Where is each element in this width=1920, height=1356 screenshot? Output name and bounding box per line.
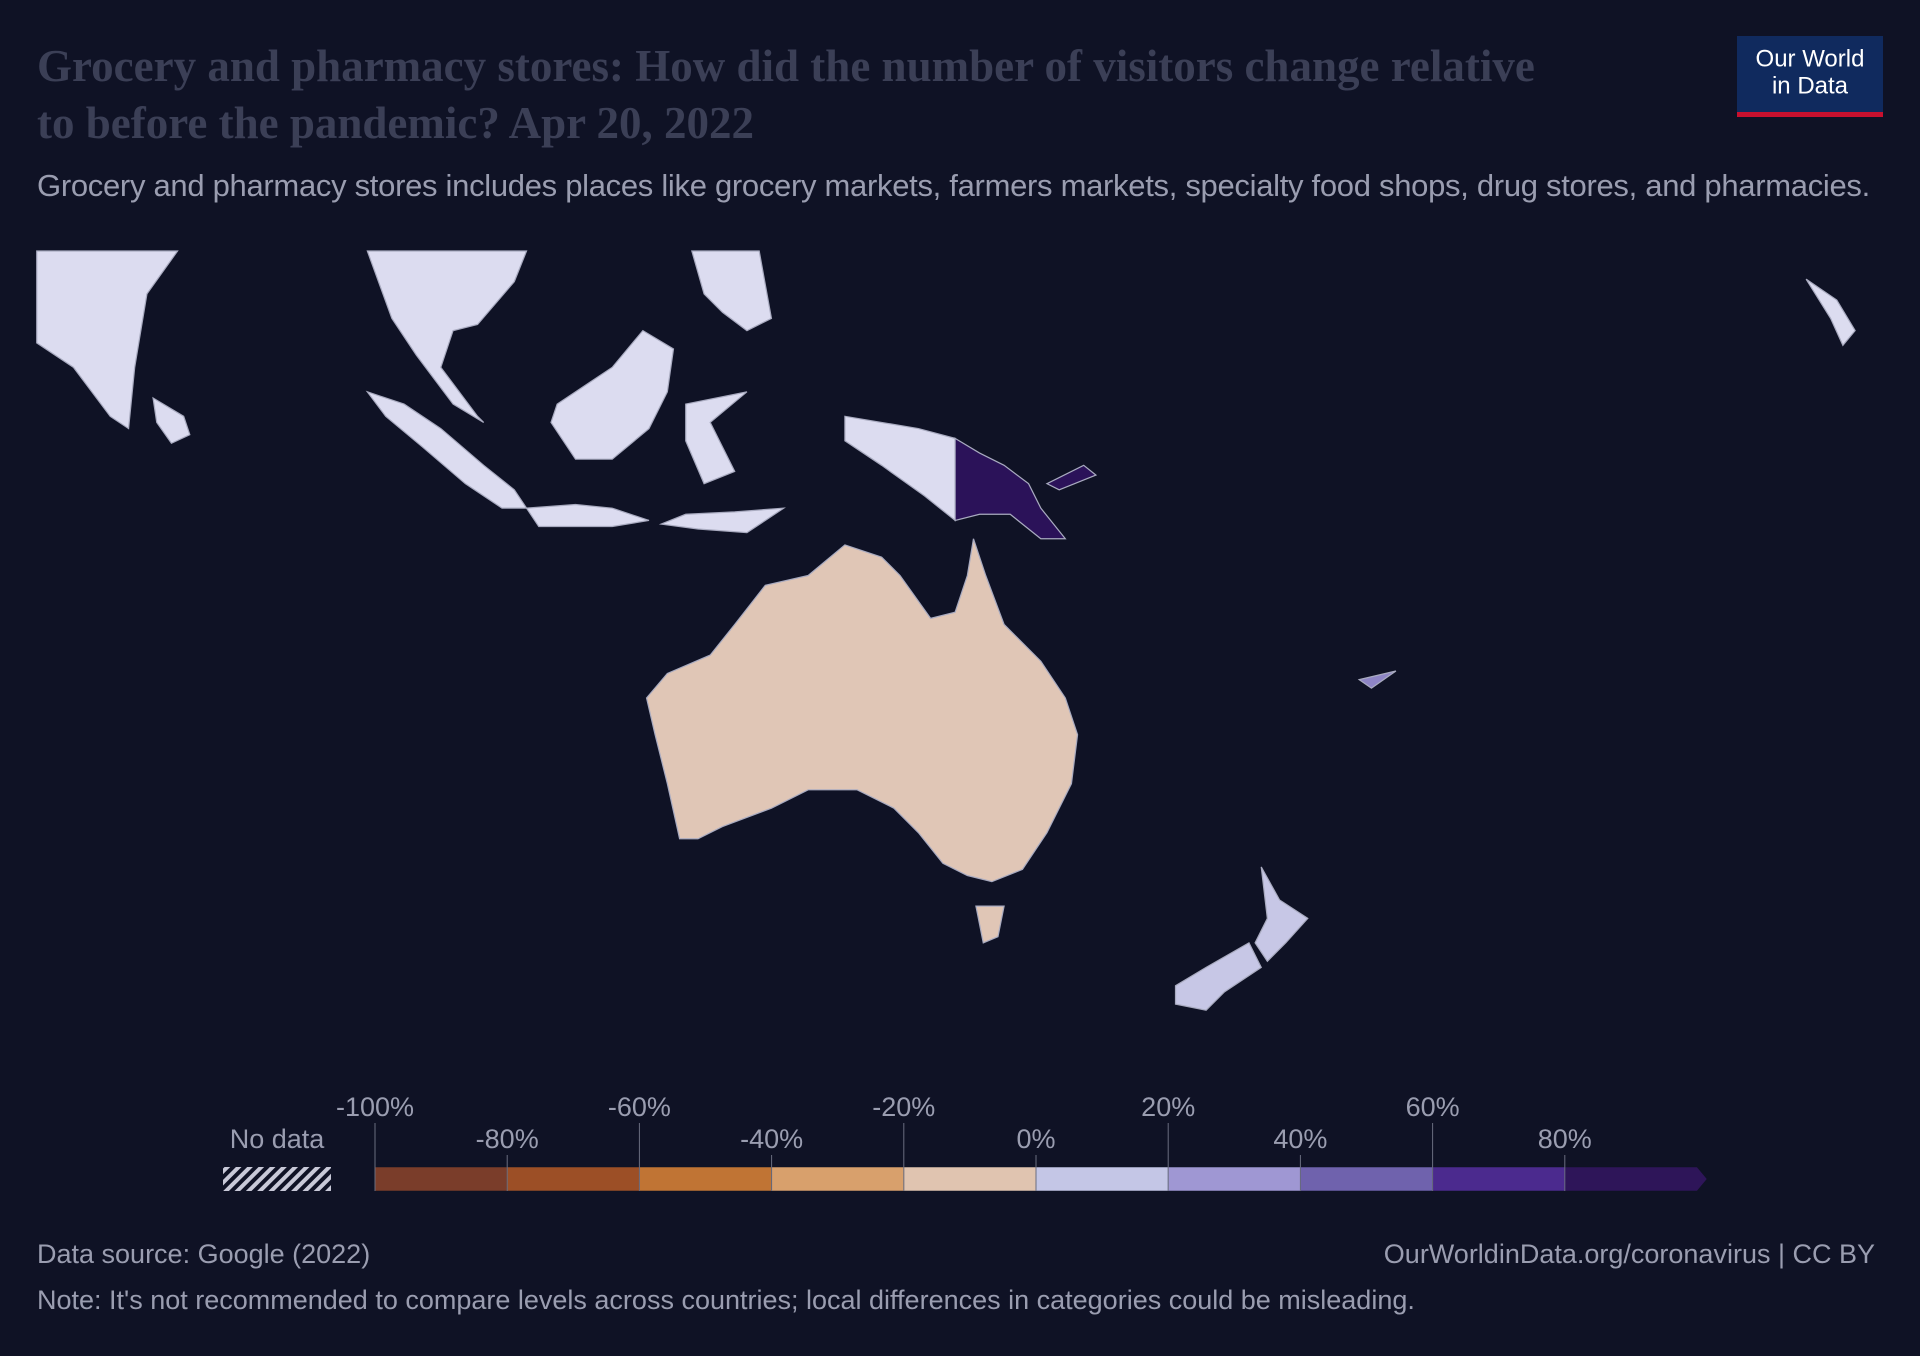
country[interactable]: [366, 250, 528, 423]
legend-label: No data: [230, 1124, 326, 1154]
country[interactable]: [152, 396, 191, 445]
legend-tick-label: 40%: [1273, 1124, 1327, 1154]
country[interactable]: [1357, 670, 1397, 689]
country[interactable]: [975, 905, 1005, 944]
country[interactable]: [36, 250, 179, 430]
legend-bin: [639, 1166, 772, 1192]
legend-tick-label: -20%: [872, 1092, 935, 1122]
legend-bin: [771, 1166, 905, 1192]
country[interactable]: [691, 250, 773, 332]
legend-bin: [1300, 1166, 1433, 1192]
map: [36, 250, 1856, 1011]
country[interactable]: [844, 415, 956, 522]
country[interactable]: [658, 507, 786, 534]
legend-bin: [903, 1166, 1037, 1192]
legend-bin: [374, 1166, 508, 1192]
country[interactable]: [645, 538, 1079, 883]
legend-bin: [1035, 1166, 1169, 1192]
legend-bin: [1432, 1166, 1566, 1192]
legend-tick-label: 60%: [1406, 1092, 1460, 1122]
country[interactable]: [1174, 942, 1263, 1011]
country[interactable]: [954, 437, 1067, 540]
legend-tick-label: 0%: [1016, 1124, 1055, 1154]
legend-tick-label: -40%: [740, 1124, 803, 1154]
legend-tick-label: -100%: [336, 1092, 414, 1122]
logo-text: in Data: [1772, 72, 1849, 99]
chart-title: Grocery and pharmacy stores: How did the…: [37, 41, 1535, 148]
url[interactable]: OurWorldinData.org/coronavirus | CC BY: [1384, 1239, 1875, 1269]
country[interactable]: [1254, 866, 1309, 963]
note: Note: It's not recommended to compare le…: [37, 1285, 1415, 1315]
legend-bin: [1167, 1166, 1301, 1192]
country[interactable]: [550, 329, 675, 460]
logo-box: [1737, 36, 1883, 114]
country[interactable]: [365, 390, 528, 509]
source: Data source: Google (2022): [37, 1239, 370, 1269]
legend-tick-label: 20%: [1141, 1092, 1195, 1122]
legend-tick-label: -60%: [608, 1092, 671, 1122]
no-data-swatch: [223, 1167, 331, 1191]
footer: Data source: Google (2022) OurWorldinDat…: [37, 1239, 1875, 1315]
country[interactable]: [1805, 278, 1856, 347]
logo-text: Our World: [1756, 45, 1865, 72]
country[interactable]: [685, 391, 748, 485]
logo[interactable]: Our World in Data: [1737, 36, 1883, 117]
logo-bar: [1737, 112, 1883, 117]
legend: No data -100% -80% -60% -40% -20% 0% 20% 40% 60%…: [223, 1092, 1708, 1192]
legend-tick-label: -80%: [476, 1124, 539, 1154]
legend-bin: [1564, 1166, 1708, 1192]
country[interactable]: [525, 503, 650, 528]
legend-tick-label: 80%: [1538, 1124, 1592, 1154]
country[interactable]: [1045, 464, 1098, 491]
legend-bin: [506, 1166, 640, 1192]
chart-subtitle: Grocery and pharmacy stores includes pla…: [37, 168, 1870, 203]
